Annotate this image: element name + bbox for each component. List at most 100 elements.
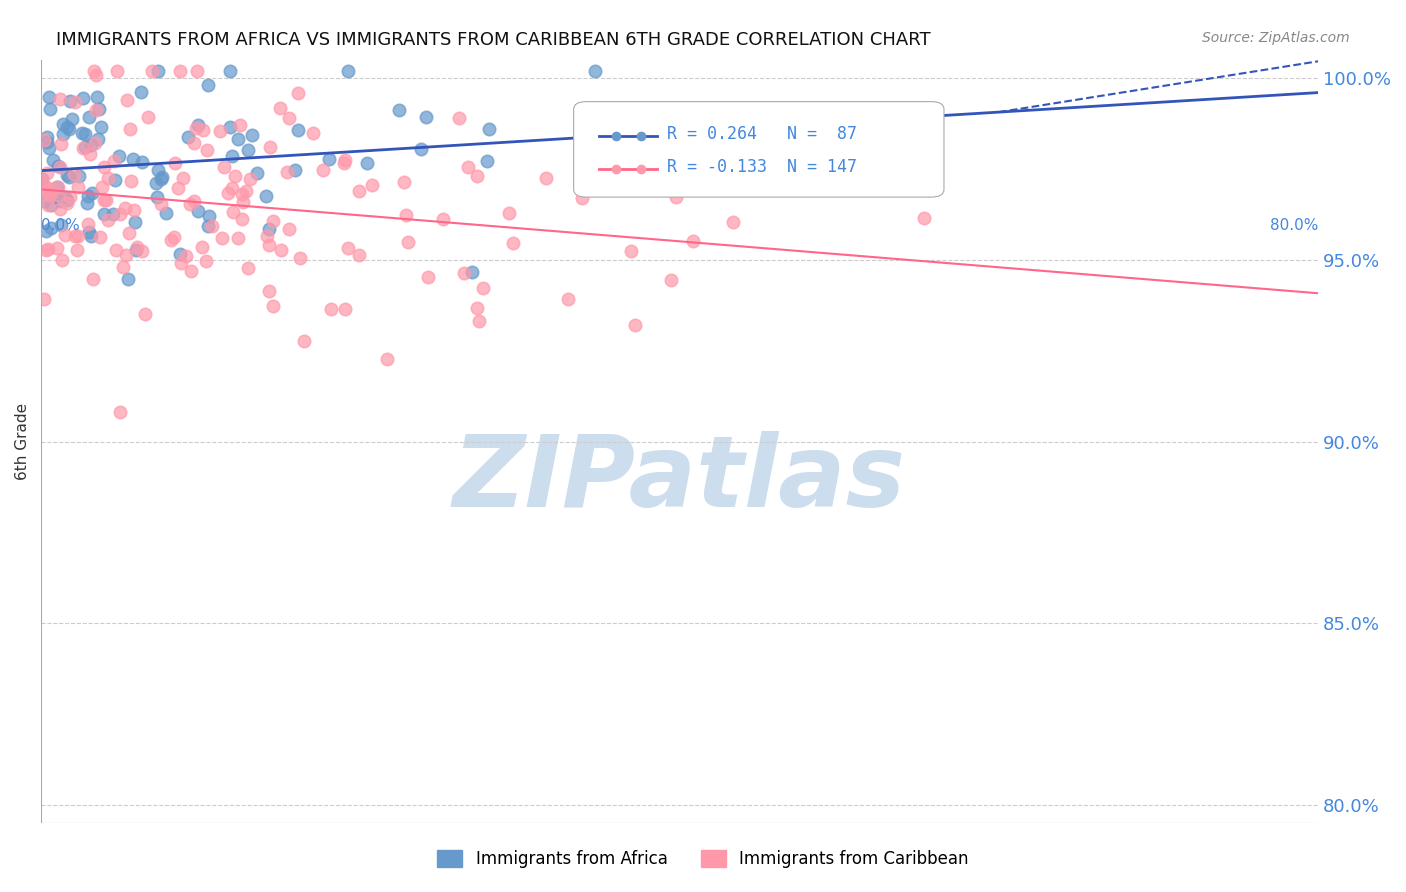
Immigrants from Caribbean xyxy=(262,299,284,313)
Legend: Immigrants from Africa, Immigrants from Caribbean: Immigrants from Africa, Immigrants from … xyxy=(430,843,976,875)
Immigrants from Caribbean xyxy=(67,228,90,243)
Immigrants from Caribbean xyxy=(287,87,309,101)
Immigrants from Caribbean xyxy=(311,162,333,177)
Immigrants from Africa xyxy=(256,189,278,203)
Immigrants from Africa xyxy=(42,153,65,167)
Immigrants from Caribbean xyxy=(163,156,186,170)
Immigrants from Caribbean xyxy=(395,208,418,222)
Immigrants from Caribbean xyxy=(125,239,148,253)
Immigrants from Caribbean xyxy=(195,143,218,157)
Immigrants from Africa xyxy=(246,166,269,180)
Immigrants from Africa xyxy=(52,117,75,131)
Immigrants from Caribbean xyxy=(172,171,194,186)
Immigrants from Caribbean xyxy=(212,160,235,174)
Immigrants from Caribbean xyxy=(349,247,371,261)
Immigrants from Africa xyxy=(475,154,498,169)
Immigrants from Caribbean xyxy=(336,241,359,255)
Immigrants from Caribbean xyxy=(89,230,111,244)
Immigrants from Africa xyxy=(76,196,98,211)
Immigrants from Caribbean xyxy=(35,179,58,194)
Immigrants from Caribbean xyxy=(118,226,141,240)
Immigrants from Caribbean xyxy=(256,229,278,244)
Immigrants from Caribbean xyxy=(183,136,205,151)
Immigrants from Africa xyxy=(131,154,153,169)
Immigrants from Caribbean xyxy=(63,229,86,244)
Immigrants from Caribbean xyxy=(319,302,342,317)
Immigrants from Africa xyxy=(70,126,93,140)
Immigrants from Africa xyxy=(129,85,152,99)
Immigrants from Africa xyxy=(39,221,62,235)
Immigrants from Caribbean xyxy=(160,234,183,248)
Immigrants from Caribbean xyxy=(120,173,142,187)
Immigrants from Africa xyxy=(44,186,66,201)
Immigrants from Caribbean xyxy=(39,187,62,202)
Immigrants from Caribbean xyxy=(112,260,135,275)
Immigrants from Caribbean xyxy=(453,266,475,280)
Immigrants from Africa xyxy=(87,132,110,146)
Immigrants from Caribbean xyxy=(208,124,231,138)
Immigrants from Africa xyxy=(104,172,127,186)
Immigrants from Caribbean xyxy=(191,123,214,137)
Immigrants from Africa xyxy=(39,198,62,212)
Immigrants from Caribbean xyxy=(235,184,257,198)
Immigrants from Caribbean xyxy=(169,63,191,78)
Immigrants from Caribbean xyxy=(97,170,120,185)
Immigrants from Caribbean xyxy=(257,238,280,252)
Immigrants from Caribbean xyxy=(288,251,311,265)
Immigrants from Caribbean xyxy=(270,243,292,257)
Immigrants from Caribbean xyxy=(163,230,186,244)
Immigrants from Caribbean xyxy=(396,235,419,249)
Immigrants from Africa xyxy=(198,209,221,223)
Immigrants from Caribbean xyxy=(46,187,69,202)
Immigrants from Caribbean xyxy=(432,211,454,226)
Immigrants from Caribbean xyxy=(620,244,643,258)
Immigrants from Africa xyxy=(219,63,242,78)
Immigrants from Africa xyxy=(122,152,145,166)
Immigrants from Caribbean xyxy=(191,240,214,254)
Immigrants from Caribbean xyxy=(49,136,72,151)
Immigrants from Caribbean xyxy=(361,178,384,192)
Immigrants from Caribbean xyxy=(278,222,301,236)
Immigrants from Caribbean xyxy=(108,207,131,221)
Immigrants from Africa xyxy=(148,63,170,78)
Immigrants from Caribbean xyxy=(97,213,120,227)
Immigrants from Caribbean xyxy=(229,118,252,132)
Immigrants from Africa xyxy=(318,152,340,166)
Immigrants from Africa xyxy=(240,128,263,143)
Immigrants from Africa xyxy=(77,225,100,239)
Immigrants from Caribbean xyxy=(301,126,323,140)
Immigrants from Caribbean xyxy=(83,136,105,150)
FancyBboxPatch shape xyxy=(574,102,943,197)
Immigrants from Africa xyxy=(177,130,200,145)
Immigrants from Africa xyxy=(53,190,76,204)
Immigrants from Caribbean xyxy=(62,167,84,181)
Immigrants from Caribbean xyxy=(447,112,470,126)
Immigrants from Caribbean xyxy=(194,253,217,268)
Immigrants from Caribbean xyxy=(465,301,488,315)
Immigrants from Africa xyxy=(125,243,148,257)
Immigrants from Caribbean xyxy=(84,103,107,117)
Immigrants from Africa xyxy=(287,123,309,137)
Immigrants from Africa xyxy=(284,163,307,178)
Immigrants from Caribbean xyxy=(744,177,766,191)
Immigrants from Caribbean xyxy=(239,172,262,186)
Immigrants from Africa xyxy=(218,120,240,135)
Immigrants from Africa xyxy=(49,219,72,233)
Immigrants from Caribbean xyxy=(115,247,138,261)
Immigrants from Caribbean xyxy=(222,205,245,219)
Immigrants from Africa xyxy=(80,137,103,152)
Immigrants from Caribbean xyxy=(257,284,280,298)
Immigrants from Africa xyxy=(149,172,172,186)
Immigrants from Africa xyxy=(155,206,177,220)
Immigrants from Africa xyxy=(103,207,125,221)
Immigrants from Caribbean xyxy=(170,256,193,270)
Immigrants from Caribbean xyxy=(66,180,89,194)
Immigrants from Africa xyxy=(117,272,139,286)
Immigrants from Caribbean xyxy=(49,160,72,174)
Immigrants from Caribbean xyxy=(51,252,73,267)
Immigrants from Caribbean xyxy=(79,147,101,161)
Immigrants from Caribbean xyxy=(136,110,159,124)
Immigrants from Caribbean xyxy=(59,190,82,204)
Immigrants from Africa xyxy=(76,188,98,202)
Immigrants from Africa xyxy=(56,193,79,207)
